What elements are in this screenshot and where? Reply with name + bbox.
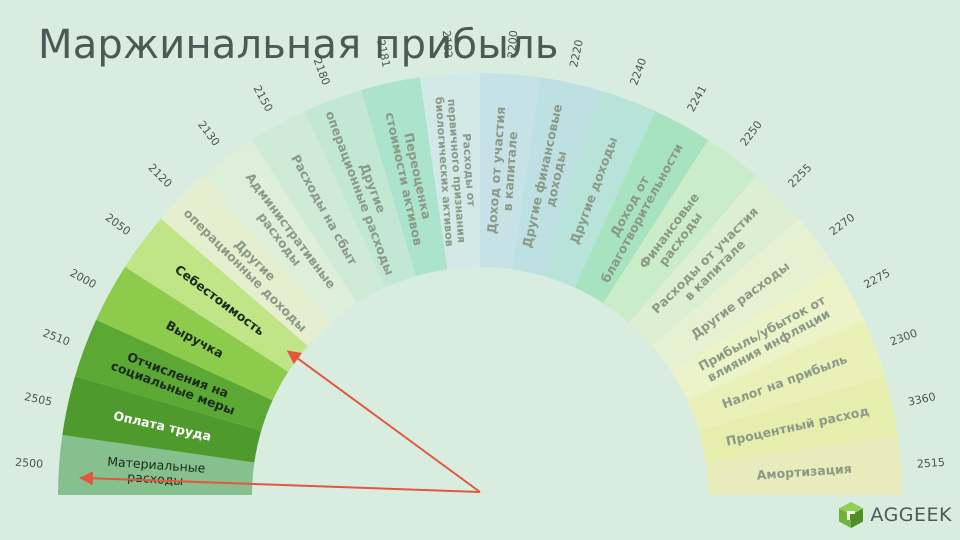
segment-code-2181: 2181 — [374, 38, 393, 68]
arrow-layer — [78, 350, 481, 493]
segment-code-2270: 2270 — [827, 211, 857, 238]
segment-2120 — [161, 176, 331, 346]
segment-code-2241: 2241 — [685, 83, 710, 114]
segment-2130 — [203, 139, 357, 323]
segment-code-2220: 2220 — [567, 38, 586, 68]
segment-code-2180: 2180 — [311, 56, 333, 87]
segment-2270 — [652, 218, 836, 372]
aggeek-logo: AGGEEK — [836, 500, 952, 530]
segment-code-2200: 2200 — [505, 30, 520, 59]
segment-2050 — [124, 218, 308, 372]
segment-code-2050: 2050 — [103, 211, 133, 238]
segment-2500 — [58, 434, 255, 495]
segment-2300 — [687, 319, 885, 431]
segment-2180 — [304, 90, 416, 288]
segment-2515 — [705, 434, 902, 495]
segment-2275 — [671, 266, 864, 401]
segment-code-2515: 2515 — [916, 456, 945, 471]
segment-2505 — [62, 376, 262, 463]
slide-title: Маржинальная прибыль — [38, 22, 559, 68]
segment-2255 — [629, 176, 799, 346]
segment-label-2500: Материальныерасходы — [106, 454, 206, 490]
segment-2000 — [96, 266, 289, 401]
segment-code-2000: 2000 — [68, 266, 99, 291]
logo-text: AGGEEK — [870, 504, 952, 526]
arrow-to-materials — [78, 471, 481, 493]
segment-2182 — [419, 73, 480, 270]
segment-code-3360: 3360 — [907, 390, 937, 409]
segment-code-2130: 2130 — [195, 118, 222, 148]
segment-code-2275: 2275 — [862, 266, 893, 291]
segment-2240 — [544, 90, 656, 288]
segment-code-2250: 2250 — [738, 118, 765, 148]
segment-3360 — [698, 376, 898, 463]
segment-code-2300: 2300 — [888, 327, 919, 349]
segment-2181 — [361, 77, 448, 277]
segment-code-2240: 2240 — [627, 56, 649, 87]
segment-2510 — [75, 319, 273, 431]
arrow-to-cost — [286, 350, 481, 493]
segment-label-2182: Расходы отпервичного признаниябиологичес… — [432, 95, 480, 247]
segment-2220 — [512, 77, 599, 277]
segment-code-2120: 2120 — [146, 161, 175, 190]
segment-code-2255: 2255 — [785, 161, 814, 190]
segment-code-2510: 2510 — [41, 327, 72, 349]
aggeek-cube-icon — [839, 502, 864, 528]
segment-code-2505: 2505 — [23, 390, 53, 409]
segment-2250 — [603, 139, 757, 323]
segment-2150 — [251, 111, 386, 304]
segment-code-2150: 2150 — [251, 83, 276, 114]
segment-2200 — [480, 73, 541, 270]
segment-2241 — [574, 111, 709, 304]
segment-layer — [58, 73, 902, 495]
segment-code-2500: 2500 — [15, 456, 44, 471]
segment-label-2515: Амортизация — [756, 461, 852, 483]
segment-code-2182: 2182 — [440, 30, 455, 59]
